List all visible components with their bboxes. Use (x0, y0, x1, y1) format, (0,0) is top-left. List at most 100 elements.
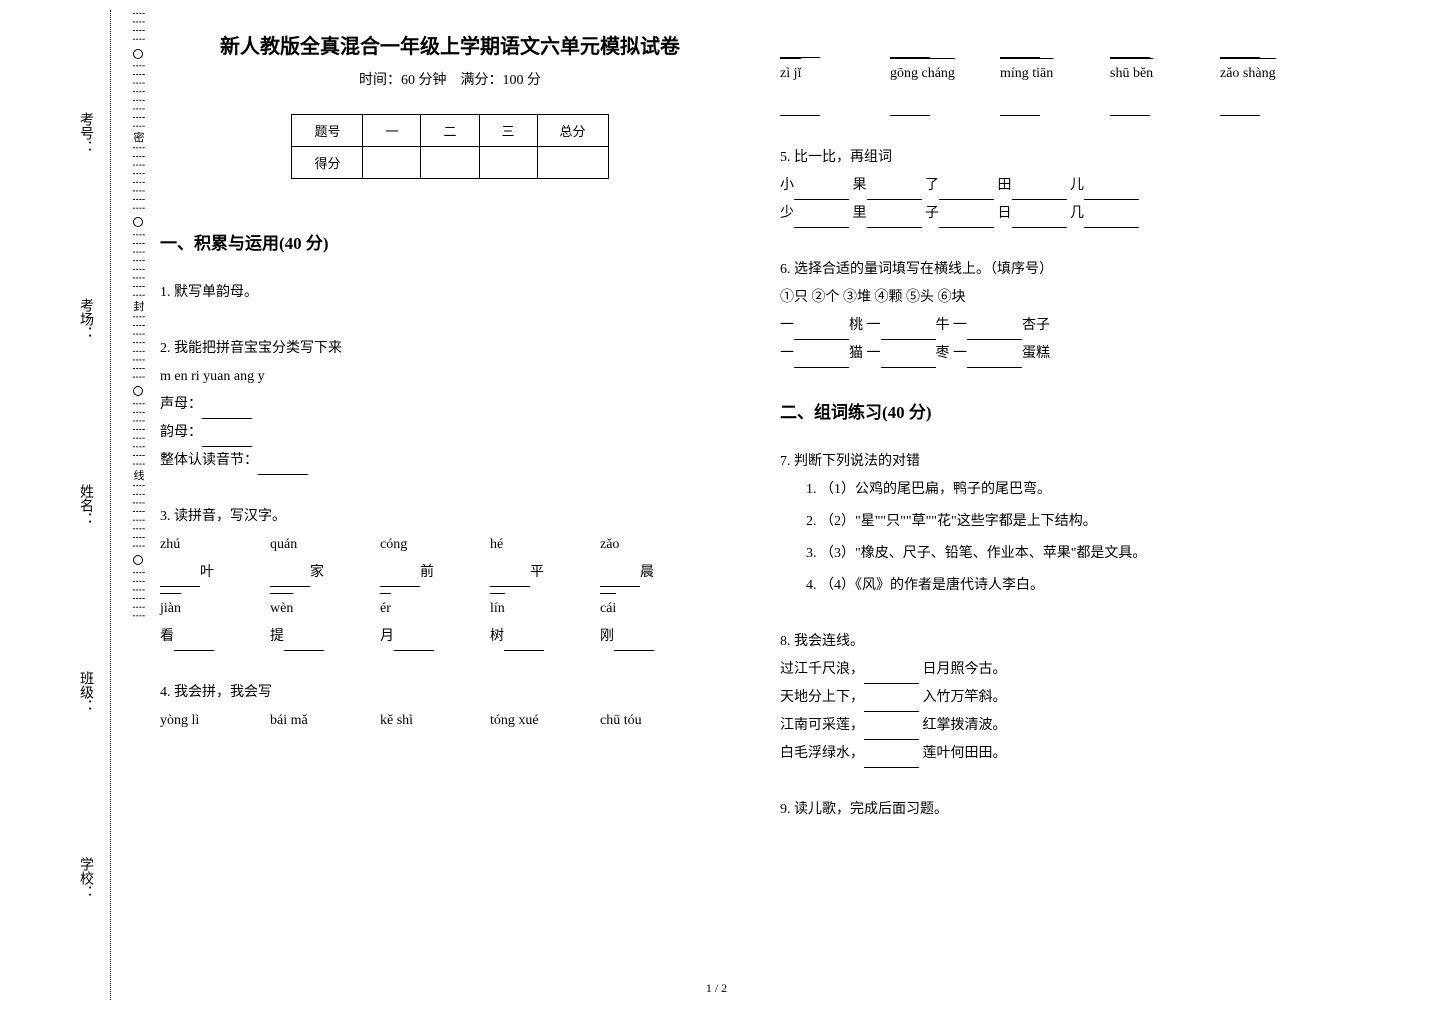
blank (1220, 41, 1260, 58)
blank (202, 430, 252, 447)
poem-right: 入竹万竿斜。 (923, 690, 1007, 705)
binding-label: 考号： (75, 112, 95, 154)
blank (284, 634, 324, 651)
pinyin: wèn (270, 593, 293, 623)
score-cell (537, 147, 608, 179)
blank (600, 570, 640, 587)
binding-label: 学校： (75, 857, 95, 899)
char: 日 (998, 206, 1012, 221)
q7-item: （4）《风》的作者是唐代诗人李白。 (820, 572, 1360, 600)
score-header: 一 (363, 115, 421, 147)
blank (867, 211, 922, 228)
poem-right: 日月照今古。 (923, 662, 1007, 677)
blank (794, 351, 849, 368)
blank (490, 570, 530, 587)
q7-item: （1）公鸡的尾巴扁，鸭子的尾巴弯。 (820, 476, 1360, 504)
hanzi: 树 (490, 629, 504, 644)
blank (270, 570, 310, 587)
q7-stem: 7. 判断下列说法的对错 (780, 448, 1360, 476)
blank (864, 751, 919, 768)
q2-l2: 韵母： (160, 425, 202, 440)
pinyin: yòng lì (160, 707, 240, 735)
char: 子 (925, 206, 939, 221)
word: 蛋糕 (1022, 346, 1050, 361)
score-header: 三 (479, 115, 537, 147)
score-header: 二 (421, 115, 479, 147)
pinyin: shū běn (1110, 58, 1153, 88)
q7-item: （3）"橡皮、尺子、铅笔、作业本、苹果"都是文具。 (820, 540, 1360, 568)
pinyin: zǎo (600, 531, 680, 559)
pinyin: bái mǎ (270, 707, 350, 735)
pinyin: tóng xué (490, 707, 570, 735)
pinyin: chū tóu (600, 707, 680, 735)
hanzi: 叶 (200, 565, 214, 580)
char: 里 (853, 206, 867, 221)
blank (160, 570, 200, 587)
word: 杏子 (1022, 318, 1050, 333)
pinyin: cóng (380, 531, 460, 559)
question-4-cont: zì jǐ gōng cháng míng tiān shū běn zǎo s… (780, 30, 1360, 116)
blank (174, 634, 214, 651)
q6-bank: ①只 ②个 ③堆 ④颗 ⑤头 ⑥块 (780, 284, 1360, 312)
pinyin: zì jǐ (780, 58, 801, 88)
blank (780, 99, 820, 116)
blank (394, 634, 434, 651)
poem-left: 天地分上下， (780, 690, 864, 705)
score-row-label: 得分 (292, 147, 363, 179)
blank (1084, 211, 1139, 228)
binding-label: 姓名： (75, 484, 95, 526)
blank (890, 99, 930, 116)
question-1: 1. 默写单韵母。 (160, 279, 740, 307)
hanzi: 家 (310, 565, 324, 580)
poem-right: 莲叶何田田。 (923, 746, 1007, 761)
question-3: 3. 读拼音，写汉字。 zhú叶 quán家 cóng前 hé平 zǎo晨 ji… (160, 503, 740, 651)
section-1-title: 一、积累与运用(40 分) (160, 229, 740, 254)
blank (258, 458, 308, 475)
char: 了 (925, 178, 939, 193)
blank (794, 323, 849, 340)
q2-bank: m en ri yuan ang y (160, 363, 740, 391)
blank (939, 211, 994, 228)
q2-l3: 整体认读音节： (160, 453, 258, 468)
pinyin: cái (600, 593, 616, 623)
pinyin: jiàn (160, 593, 181, 623)
seal-line: ┊┊┊┊┊┊┊┊┊┊┊┊密┊┊┊┊┊┊┊┊┊┊┊┊┊┊┊┊封┊┊┊┊┊┊┊┊┊┊… (130, 10, 132, 1000)
question-7: 7. 判断下列说法的对错 （1）公鸡的尾巴扁，鸭子的尾巴弯。 （2）"星""只"… (780, 448, 1360, 600)
blank (780, 41, 820, 58)
blank (881, 323, 936, 340)
char: 田 (998, 178, 1012, 193)
section-2-title: 二、组词练习(40 分) (780, 398, 1360, 423)
q8-stem: 8. 我会连线。 (780, 628, 1360, 656)
blank (794, 211, 849, 228)
q3-stem: 3. 读拼音，写汉字。 (160, 503, 740, 531)
binding-label: 班级： (75, 671, 95, 713)
poem-right: 红掌拨清波。 (923, 718, 1007, 733)
blank (1000, 99, 1040, 116)
blank (967, 351, 1022, 368)
hanzi: 刚 (600, 629, 614, 644)
score-cell (421, 147, 479, 179)
question-4: 4. 我会拼，我会写 yòng lì bái mǎ kě shì tóng xu… (160, 679, 740, 735)
q7-item: （2）"星""只""草""花"这些字都是上下结构。 (820, 508, 1360, 536)
blank (202, 402, 252, 419)
blank (614, 634, 654, 651)
blank (939, 183, 994, 200)
blank (864, 667, 919, 684)
q5-stem: 5. 比一比，再组词 (780, 144, 1360, 172)
hanzi: 前 (420, 565, 434, 580)
char: 果 (853, 178, 867, 193)
exam-title: 新人教版全真混合一年级上学期语文六单元模拟试卷 (160, 30, 740, 59)
hanzi: 月 (380, 629, 394, 644)
q2-stem: 2. 我能把拼音宝宝分类写下来 (160, 335, 740, 363)
hanzi: 晨 (640, 565, 654, 580)
score-cell (479, 147, 537, 179)
poem-left: 江南可采莲， (780, 718, 864, 733)
question-6: 6. 选择合适的量词填写在横线上。（填序号） ①只 ②个 ③堆 ④颗 ⑤头 ⑥块… (780, 256, 1360, 368)
q2-l1: 声母： (160, 397, 202, 412)
char: 少 (780, 206, 794, 221)
blank (504, 634, 544, 651)
word: 枣 (936, 346, 950, 361)
pinyin: zhú (160, 531, 240, 559)
blank (1084, 183, 1139, 200)
pinyin: gōng cháng (890, 58, 955, 88)
